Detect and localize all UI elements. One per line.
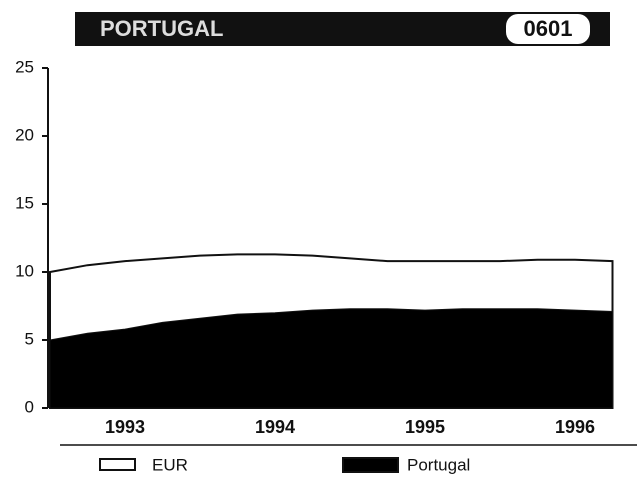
y-tick-label: 10 — [15, 261, 34, 280]
y-tick-label: 15 — [15, 193, 34, 212]
chart-code: 0601 — [524, 16, 573, 41]
x-tick-label: 1993 — [105, 417, 145, 437]
code-box — [506, 14, 590, 44]
area — [49, 308, 613, 409]
x-tick-label: 1994 — [255, 417, 295, 437]
legend-swatch — [342, 457, 399, 473]
x-tick-label: 1995 — [405, 417, 445, 437]
x-tick-label: 1996 — [555, 417, 595, 437]
y-tick-label: 25 — [15, 57, 34, 76]
y-tick-label: 5 — [25, 329, 34, 348]
legend-label: Portugal — [407, 455, 470, 474]
legend-swatch — [99, 458, 136, 471]
legend-label: EUR — [152, 455, 188, 474]
y-tick-label: 20 — [15, 125, 34, 144]
y-tick-label: 0 — [25, 397, 34, 416]
chart-title: PORTUGAL — [100, 16, 223, 41]
